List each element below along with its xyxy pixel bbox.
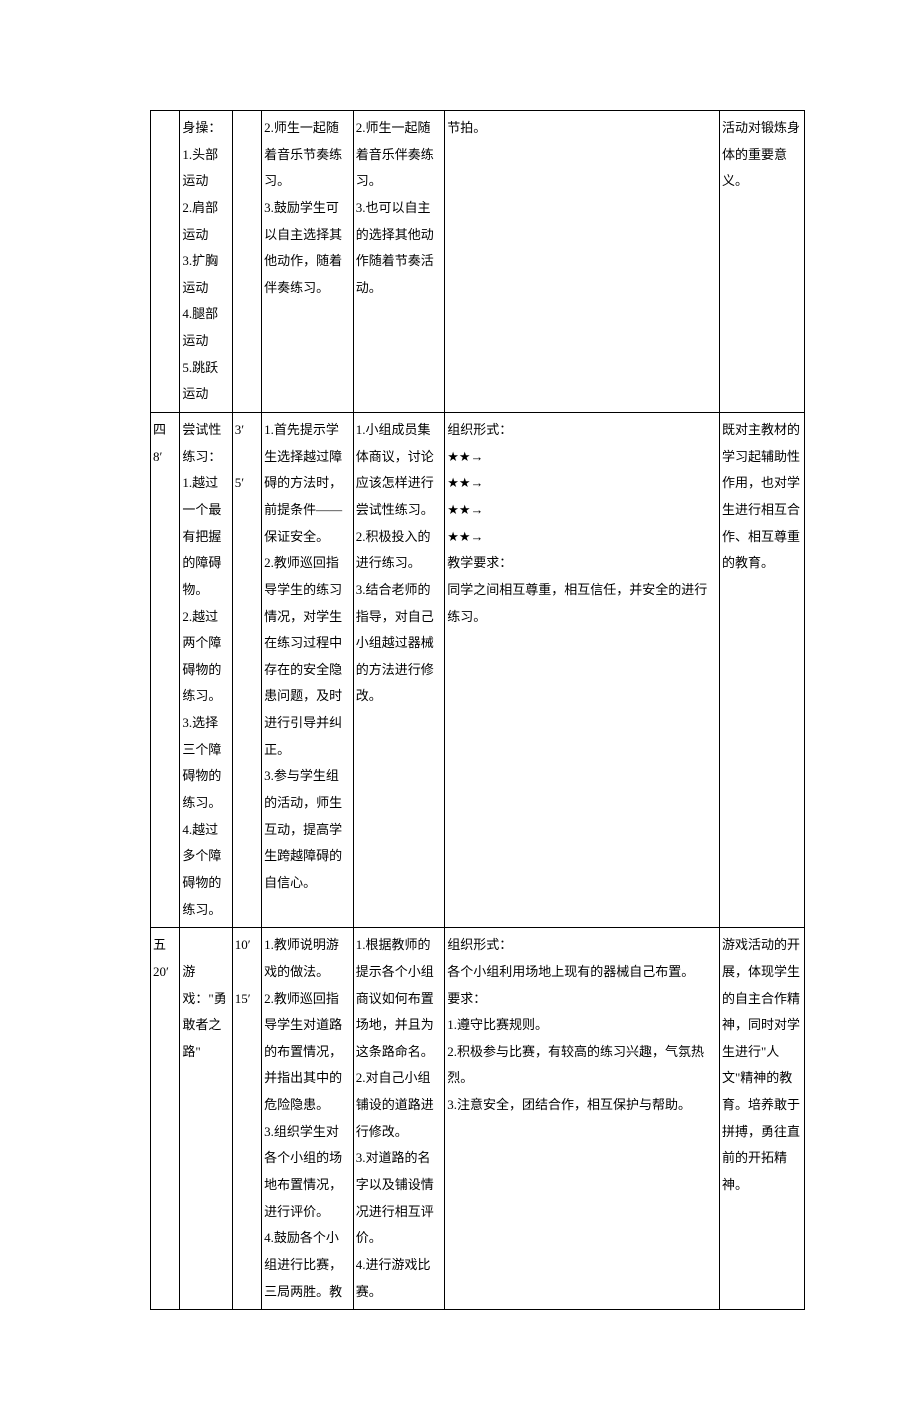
cell-student: 1.根据教师的提示各个小组商议如何布置场地，并且为这条路命名。 2.对自己小组铺… bbox=[353, 928, 445, 1310]
cell-note: 活动对锻炼身体的重要意义。 bbox=[719, 111, 804, 413]
cell-note: 游戏活动的开展，体现学生的自主合作精神，同时对学生进行"人文"精神的教育。培养敢… bbox=[719, 928, 804, 1310]
table-row: 四 8′ 尝试性练习： 1.越过一个最有把握的障碍物。 2.越过两个障碍物的练习… bbox=[151, 413, 805, 928]
lesson-plan-table: 身操： 1.头部运动 2.肩部运动 3.扩胸运动 4.腿部运动 5.跳跃运动 2… bbox=[150, 110, 805, 1310]
cell-time bbox=[232, 111, 261, 413]
cell-org: 节拍。 bbox=[445, 111, 720, 413]
cell-section: 五 20′ bbox=[151, 928, 180, 1310]
cell-content: 游戏："勇敢者之路" bbox=[180, 928, 232, 1310]
cell-org: 组织形式： 各个小组利用场地上现有的器械自己布置。 要求： 1.遵守比赛规则。 … bbox=[445, 928, 720, 1310]
cell-section bbox=[151, 111, 180, 413]
cell-time: 3′ 5′ bbox=[232, 413, 261, 928]
table-row: 五 20′ 游戏："勇敢者之路" 10′ 15′ 1.教师说明游戏的做法。 2.… bbox=[151, 928, 805, 1310]
cell-content: 身操： 1.头部运动 2.肩部运动 3.扩胸运动 4.腿部运动 5.跳跃运动 bbox=[180, 111, 232, 413]
cell-time: 10′ 15′ bbox=[232, 928, 261, 1310]
cell-org: 组织形式： ★★→ ★★→ ★★→ ★★→ 教学要求： 同学之间相互尊重，相互信… bbox=[445, 413, 720, 928]
cell-note: 既对主教材的学习起辅助性作用，也对学生进行相互合作、相互尊重的教育。 bbox=[719, 413, 804, 928]
cell-teacher: 1.教师说明游戏的做法。 2.教师巡回指导学生对道路的布置情况，并指出其中的危险… bbox=[262, 928, 354, 1310]
cell-section: 四 8′ bbox=[151, 413, 180, 928]
table-row: 身操： 1.头部运动 2.肩部运动 3.扩胸运动 4.腿部运动 5.跳跃运动 2… bbox=[151, 111, 805, 413]
cell-teacher: 1.首先提示学生选择越过障碍的方法时，前提条件——保证安全。 2.教师巡回指导学… bbox=[262, 413, 354, 928]
cell-content: 尝试性练习： 1.越过一个最有把握的障碍物。 2.越过两个障碍物的练习。 3.选… bbox=[180, 413, 232, 928]
cell-teacher: 2.师生一起随着音乐节奏练习。 3.鼓励学生可以自主选择其他动作，随着伴奏练习。 bbox=[262, 111, 354, 413]
cell-student: 2.师生一起随着音乐伴奏练习。 3.也可以自主的选择其他动作随着节奏活动。 bbox=[353, 111, 445, 413]
cell-student: 1.小组成员集体商议，讨论应该怎样进行尝试性练习。 2.积极投入的进行练习。 3… bbox=[353, 413, 445, 928]
